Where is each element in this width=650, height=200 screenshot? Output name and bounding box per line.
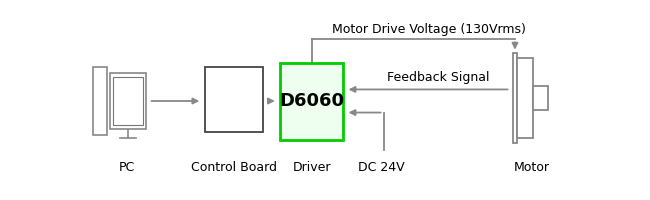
Text: Driver: Driver	[292, 161, 331, 174]
FancyBboxPatch shape	[513, 53, 517, 143]
Text: Feedback Signal: Feedback Signal	[387, 71, 489, 84]
FancyBboxPatch shape	[93, 67, 107, 135]
Text: Control Board: Control Board	[190, 161, 277, 174]
FancyBboxPatch shape	[110, 73, 146, 129]
FancyBboxPatch shape	[114, 77, 143, 125]
Text: Motor Drive Voltage (130Vrms): Motor Drive Voltage (130Vrms)	[332, 23, 525, 36]
FancyBboxPatch shape	[280, 62, 343, 140]
FancyBboxPatch shape	[533, 86, 548, 110]
Text: DC 24V: DC 24V	[358, 161, 404, 174]
Text: D6060: D6060	[280, 92, 344, 110]
FancyBboxPatch shape	[205, 67, 263, 132]
Text: PC: PC	[118, 161, 135, 174]
Text: Motor: Motor	[514, 161, 550, 174]
FancyBboxPatch shape	[517, 58, 533, 138]
